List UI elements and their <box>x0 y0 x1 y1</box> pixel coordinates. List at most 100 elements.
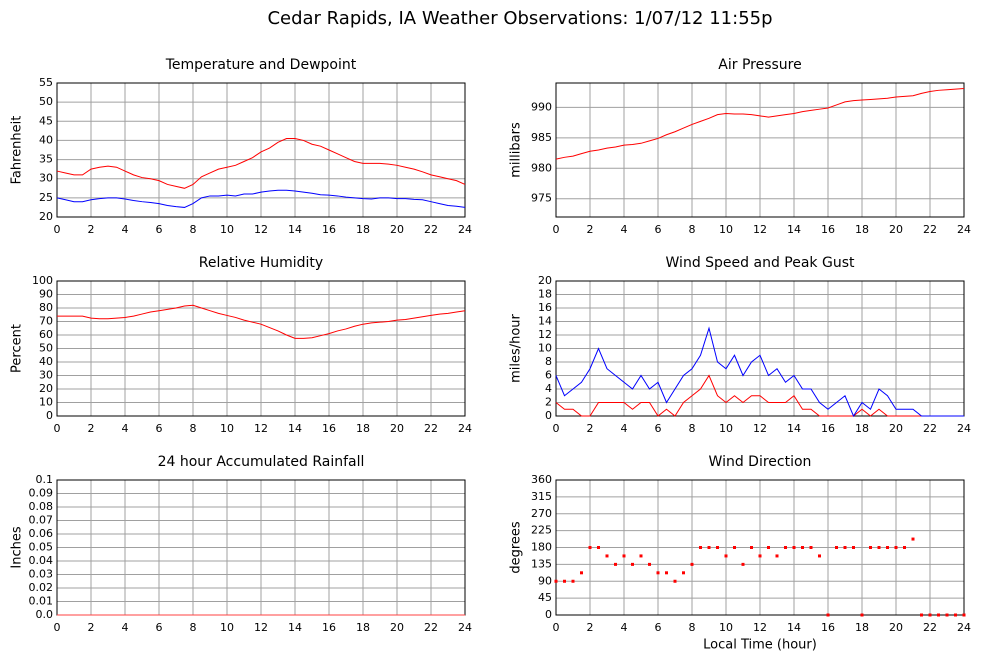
x-tick-label: 24 <box>458 422 472 435</box>
x-tick-label: 8 <box>190 621 197 634</box>
x-tick-label: 12 <box>254 621 268 634</box>
x-tick-label: 24 <box>957 223 971 236</box>
data-line <box>555 374 964 417</box>
y-tick-label: 0.1 <box>36 473 54 486</box>
x-tick-label: 16 <box>821 621 835 634</box>
data-point <box>648 562 651 566</box>
y-tick-label: 0 <box>545 608 552 621</box>
y-tick-label: 90 <box>39 288 53 301</box>
x-tick-label: 4 <box>122 422 129 435</box>
x-tick-label: 20 <box>390 422 404 435</box>
x-tick-label: 22 <box>923 621 937 634</box>
data-point <box>554 579 558 583</box>
x-tick-label: 20 <box>390 223 404 236</box>
data-point <box>920 613 923 617</box>
y-tick-label: 20 <box>39 382 53 395</box>
data-point <box>818 554 821 558</box>
data-point <box>784 546 787 549</box>
main-title: Cedar Rapids, IA Weather Observations: 1… <box>267 8 772 29</box>
data-point <box>937 613 940 617</box>
data-point <box>656 571 660 575</box>
y-tick-label: 18 <box>538 288 552 301</box>
x-tick-label: 8 <box>689 422 696 435</box>
x-axis-label: Local Time (hour) <box>703 638 817 653</box>
data-point <box>767 546 770 549</box>
data-point <box>597 546 600 549</box>
y-tick-label: 0.09 <box>29 487 54 500</box>
x-tick-label: 4 <box>122 223 129 236</box>
data-point <box>563 579 566 583</box>
data-point <box>826 613 830 617</box>
data-point <box>860 613 864 617</box>
data-point <box>809 546 813 549</box>
x-tick-label: 0 <box>553 422 560 435</box>
x-tick-label: 14 <box>787 422 801 435</box>
x-tick-label: 16 <box>821 422 835 435</box>
data-point <box>605 554 609 558</box>
x-tick-label: 0 <box>54 422 61 435</box>
x-tick-label: 10 <box>220 422 234 435</box>
y-tick-label: 16 <box>538 301 552 314</box>
data-point <box>571 579 575 583</box>
data-point <box>724 554 728 558</box>
y-tick-label: 0.05 <box>29 541 54 554</box>
x-tick-label: 6 <box>156 422 163 435</box>
x-tick-label: 18 <box>855 223 869 236</box>
y-tick-label: 35 <box>39 153 53 166</box>
y-tick-label: 100 <box>32 274 53 287</box>
x-tick-label: 4 <box>122 621 129 634</box>
y-tick-label: 0.0 <box>36 608 54 621</box>
x-tick-label: 18 <box>855 621 869 634</box>
y-tick-label: 0.02 <box>29 581 54 594</box>
y-tick-label: 270 <box>531 507 552 520</box>
x-tick-label: 16 <box>821 223 835 236</box>
data-point <box>699 546 702 549</box>
y-tick-label: 8 <box>545 355 552 368</box>
data-point <box>750 546 753 549</box>
data-point <box>622 554 626 558</box>
plot-frame <box>555 82 965 218</box>
y-tick-label: 0.08 <box>29 500 54 513</box>
y-tick-label: 40 <box>39 355 53 368</box>
data-point <box>775 554 779 558</box>
y-axis-label: degrees <box>509 521 524 574</box>
data-point <box>758 554 762 558</box>
y-tick-label: 45 <box>39 114 53 127</box>
x-tick-label: 2 <box>587 621 594 634</box>
y-tick-label: 990 <box>531 100 552 113</box>
data-point <box>665 571 668 575</box>
y-tick-label: 315 <box>531 490 552 503</box>
x-tick-label: 2 <box>88 621 95 634</box>
x-tick-label: 2 <box>88 422 95 435</box>
y-tick-label: 975 <box>531 192 552 205</box>
data-point <box>869 546 872 549</box>
y-tick-label: 10 <box>39 396 53 409</box>
x-tick-label: 12 <box>753 223 767 236</box>
data-line <box>57 304 466 339</box>
y-axis-label: millibars <box>509 122 524 178</box>
x-tick-label: 18 <box>356 422 370 435</box>
plot-frame <box>56 280 466 417</box>
x-tick-label: 20 <box>889 621 903 634</box>
plot-frame <box>56 82 466 218</box>
y-tick-label: 40 <box>39 133 53 146</box>
x-tick-label: 8 <box>190 422 197 435</box>
data-point <box>741 562 745 566</box>
data-point <box>945 613 949 617</box>
y-tick-label: 980 <box>531 161 552 174</box>
panel-title: Temperature and Dewpoint <box>165 57 357 73</box>
x-tick-label: 14 <box>288 223 302 236</box>
x-tick-label: 10 <box>719 223 733 236</box>
data-point <box>886 546 889 549</box>
x-tick-label: 20 <box>390 621 404 634</box>
x-tick-label: 6 <box>156 621 163 634</box>
x-tick-label: 12 <box>254 223 268 236</box>
data-point <box>894 546 898 549</box>
data-point <box>962 613 966 617</box>
y-tick-label: 0.03 <box>29 568 54 581</box>
plot-frame <box>555 479 965 616</box>
x-tick-label: 16 <box>322 422 336 435</box>
panel-title: Relative Humidity <box>199 255 323 271</box>
x-tick-label: 24 <box>458 223 472 236</box>
y-tick-label: 6 <box>545 369 552 382</box>
